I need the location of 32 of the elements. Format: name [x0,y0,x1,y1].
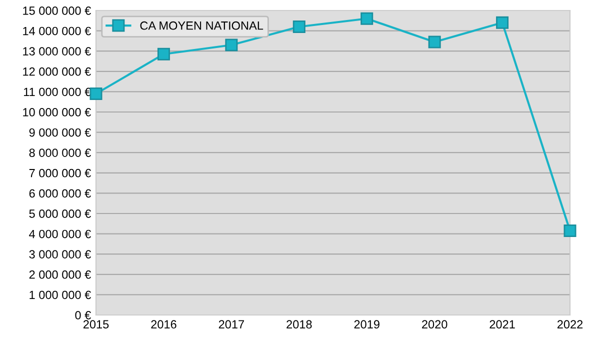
point [496,16,509,29]
x-tick-label: 2020 [422,320,448,329]
y-tick-label: 10 000 000 € [23,108,91,116]
x-tick-label: 2016 [151,320,176,329]
x-tick-label: 2017 [218,320,244,329]
y-tick-label: 5 000 000 € [29,210,91,218]
x-tick-label: 2019 [354,320,380,329]
y-tick-label: 14 000 000 € [23,26,91,36]
x-tick-label: 2015 [83,320,109,329]
point [90,87,102,100]
y-tick-label: 1 000 000 € [30,290,91,300]
x-tick-label: 2022 [557,320,583,329]
y-tick-label: 0 € [75,311,91,320]
y-tick-label: 13 000 000 € [23,47,91,56]
y-tick-label: 2 000 000 € [29,270,91,279]
y-tick-label: 12 000 000 € [23,67,91,76]
point [360,12,374,25]
point [157,48,170,60]
x-tick-label: 2018 [286,320,312,329]
y-tick-label: 8 000 000 € [29,148,91,157]
y-tick-label: 4 000 000 € [29,230,91,238]
y-tick-label: 15 000 000 € [23,6,91,15]
point [225,38,238,52]
point [428,36,441,48]
y-tick-label: 7 000 000 € [29,168,91,178]
y-tick-label: 6 000 000 € [29,189,91,198]
y-tick-label: 3 000 000 € [29,250,91,258]
point [564,224,576,238]
x-tick-label: 2021 [490,320,515,329]
y-tick-label: 9 000 000 € [29,128,91,137]
point [292,20,306,33]
legend-label: CA MOYEN NATIONAL [140,21,264,30]
